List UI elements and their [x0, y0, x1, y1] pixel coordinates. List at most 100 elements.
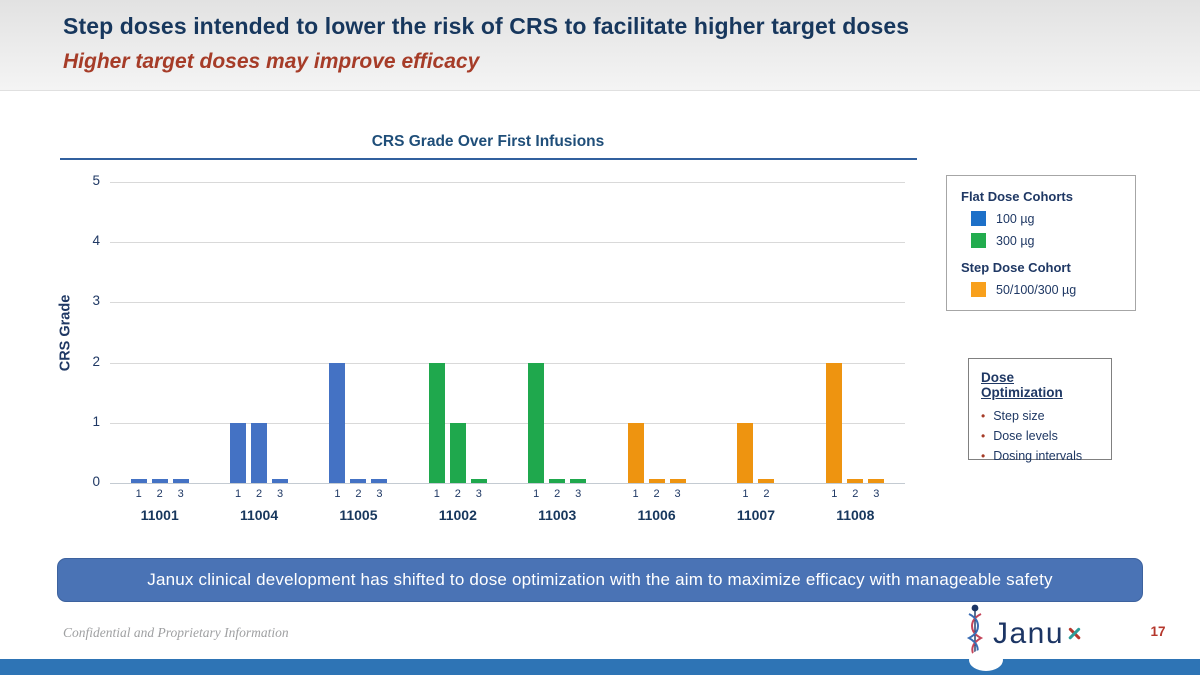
bar-11003-infusion-3 — [570, 479, 587, 483]
confidentiality-note: Confidential and Proprietary Information — [63, 625, 289, 640]
infusion-tick-label: 1 — [742, 488, 749, 500]
bar-11008-infusion-3 — [868, 479, 885, 483]
infusion-tick-label: 3 — [873, 488, 880, 500]
infusion-tick-label: 3 — [376, 488, 383, 500]
infusion-tick-label: 1 — [533, 488, 540, 500]
bar-11006-infusion-2 — [648, 479, 665, 483]
legend-label: 300 µg — [996, 233, 1035, 248]
legend-item: 100 µg — [971, 211, 1121, 226]
bullet-text: Step size — [993, 409, 1045, 423]
header-band — [0, 0, 1200, 91]
bar-11003-infusion-2 — [549, 479, 566, 483]
legend-section-header: Flat Dose Cohorts — [961, 189, 1073, 204]
group-label-11002: 11002 — [438, 507, 477, 523]
page-title: Step doses intended to lower the risk of… — [63, 13, 910, 39]
infusion-tick-label: 1 — [831, 488, 838, 500]
takeaway-banner-text: Janux clinical development has shifted t… — [147, 570, 1053, 589]
logo-x-glyph — [1066, 625, 1083, 642]
infusion-tick-label: 2 — [554, 488, 561, 500]
group-label-11004: 11004 — [239, 507, 279, 523]
bar-11001-infusion-2 — [151, 479, 168, 483]
infusion-tick-label: 2 — [355, 488, 362, 500]
group-label-11006: 11006 — [637, 507, 676, 523]
gridline-0 — [110, 483, 905, 484]
y-tick-label-2: 2 — [92, 353, 100, 369]
legend-item: 50/100/300 µg — [971, 282, 1121, 297]
infusion-tick-label: 2 — [763, 488, 770, 500]
dose-bullet-item: • Dose levels — [981, 429, 1099, 443]
bar-11005-infusion-2 — [350, 479, 367, 483]
bar-11002-infusion-2 — [449, 422, 466, 483]
infusion-tick-label: 2 — [454, 488, 461, 500]
group-label-11005: 11005 — [339, 507, 378, 523]
group-label-11003: 11003 — [538, 507, 577, 523]
legend-swatch-icon — [971, 211, 986, 226]
bar-11006-infusion-3 — [669, 479, 686, 483]
page-subtitle: Higher target doses may improve efficacy — [63, 50, 480, 73]
infusion-tick-label: 3 — [475, 488, 482, 500]
dose-bullet-item: • Step size — [981, 409, 1099, 423]
bar-11005-infusion-3 — [371, 479, 388, 483]
y-tick-label-3: 3 — [92, 293, 100, 309]
bar-11004-infusion-2 — [251, 422, 268, 483]
bar-11008-infusion-1 — [826, 362, 843, 483]
chart-title: CRS Grade Over First Infusions — [371, 133, 605, 150]
infusion-tick-label: 1 — [135, 488, 142, 500]
legend-label: 100 µg — [996, 211, 1035, 226]
bar-11006-infusion-1 — [627, 422, 644, 483]
dose-optimization-title: Dose Optimization — [981, 370, 1063, 400]
page-number: 17 — [1150, 624, 1166, 639]
gridline-3 — [110, 302, 905, 304]
infusion-tick-label: 2 — [256, 488, 263, 500]
dose-bullet-item: • Dosing intervals — [981, 449, 1099, 463]
legend-swatch-icon — [971, 233, 986, 248]
bottom-bar-notch — [969, 649, 1003, 671]
y-axis-label: CRS Grade — [57, 294, 73, 371]
y-tick-label-4: 4 — [92, 233, 100, 249]
chart-title-rule — [60, 158, 917, 160]
bullet-icon: • — [981, 409, 986, 423]
bar-11007-infusion-2 — [758, 479, 775, 483]
infusion-tick-label: 1 — [433, 488, 440, 500]
bar-11003-infusion-1 — [528, 362, 545, 483]
bar-11004-infusion-3 — [272, 479, 289, 483]
group-label-11001: 11001 — [140, 507, 179, 523]
legend-swatch-icon — [971, 282, 986, 297]
bar-11002-infusion-3 — [470, 479, 487, 483]
janux-logo: Janu — [962, 603, 1083, 664]
logo-wordmark: Janu — [993, 617, 1083, 651]
legend-section-header: Step Dose Cohort — [961, 260, 1071, 275]
gridline-5 — [110, 182, 905, 183]
bar-11005-infusion-1 — [329, 362, 346, 483]
infusion-tick-label: 1 — [334, 488, 341, 500]
bar-11007-infusion-1 — [737, 422, 754, 483]
bottom-accent-bar — [0, 659, 1200, 675]
group-label-11008: 11008 — [836, 507, 875, 523]
y-tick-label-0: 0 — [92, 474, 100, 489]
bar-11002-infusion-1 — [428, 362, 445, 483]
infusion-tick-label: 1 — [632, 488, 639, 500]
bar-11004-infusion-1 — [230, 422, 247, 483]
bar-11008-infusion-2 — [847, 479, 864, 483]
group-label-11007: 11007 — [736, 507, 776, 523]
y-tick-label-1: 1 — [92, 413, 100, 429]
infusion-tick-label: 3 — [674, 488, 681, 500]
dose-optimization-box: Dose Optimization • Step size • Dose levels… — [968, 358, 1112, 463]
bullet-icon: • — [981, 449, 986, 463]
gridline-4 — [110, 242, 905, 244]
bullet-icon: • — [981, 429, 986, 443]
legend-label: 50/100/300 µg — [996, 282, 1077, 297]
bullet-text: Dosing intervals — [993, 449, 1083, 463]
dose-optimization-bullets: • Step size • Dose levels • Dosing intervals — [981, 409, 1099, 463]
infusion-tick-label: 3 — [575, 488, 582, 500]
bar-11001-infusion-3 — [172, 479, 189, 483]
gridline-1 — [110, 422, 905, 424]
infusion-tick-label: 2 — [156, 488, 163, 500]
bullet-text: Dose levels — [993, 429, 1058, 443]
infusion-tick-label: 1 — [235, 488, 242, 500]
legend-item: 300 µg — [971, 233, 1121, 248]
takeaway-banner: Janux clinical development has shifted t… — [57, 558, 1143, 602]
infusion-tick-label: 3 — [277, 488, 284, 500]
gridline-2 — [110, 362, 905, 364]
